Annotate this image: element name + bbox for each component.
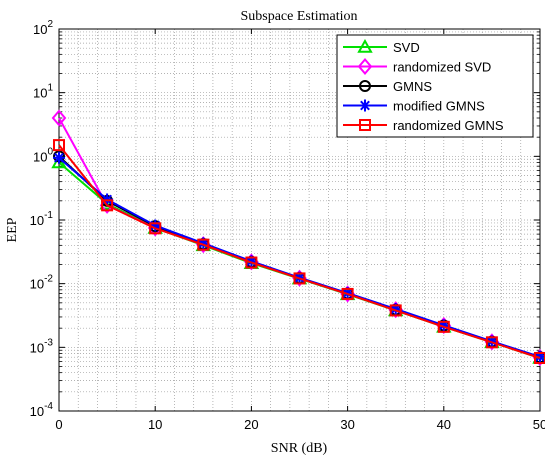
y-tick-base: 10	[30, 213, 44, 228]
legend-entry: GMNS	[343, 79, 432, 94]
y-tick-base: 10	[33, 22, 47, 37]
legend: SVD randomized SVD GMNS modified GMNS random…	[336, 34, 534, 138]
y-tick-exponent: 2	[47, 19, 53, 30]
plot-area: 0 10 20 30 40 5010-410-310-210-1100101102SVDr…	[30, 19, 545, 432]
series-randomized-gmns	[53, 139, 545, 364]
x-tick-label: 40	[437, 417, 451, 432]
legend-marker	[357, 57, 373, 76]
y-tick-exponent: -3	[44, 337, 53, 348]
x-tick-label: 10	[148, 417, 162, 432]
y-tick-label: 101	[33, 83, 53, 101]
y-tick-label: 102	[33, 19, 53, 37]
data-point	[245, 256, 258, 269]
x-tick-label: 0	[55, 417, 62, 432]
y-tick-exponent: 1	[47, 83, 53, 94]
data-point	[149, 222, 162, 235]
y-tick-label: 10-2	[30, 274, 54, 292]
x-axis-label: SNR (dB)	[271, 441, 328, 456]
y-tick-base: 10	[30, 404, 44, 419]
data-point	[197, 238, 210, 251]
legend-marker	[357, 38, 373, 53]
data-point	[51, 109, 67, 127]
legend-entry: modified GMNS	[343, 99, 485, 114]
y-tick-label: 10-1	[30, 210, 54, 228]
y-tick-label: 100	[33, 146, 53, 164]
y-tick-label: 10-3	[30, 337, 54, 355]
legend-marker	[359, 99, 371, 112]
data-point	[53, 139, 65, 152]
x-tick-label: 20	[244, 417, 258, 432]
y-tick-label: 10-4	[30, 401, 54, 419]
data-point	[534, 351, 545, 364]
chart-title: Subspace Estimation	[240, 9, 357, 24]
legend-label: GMNS	[393, 79, 432, 94]
data-point	[101, 199, 114, 212]
y-tick-base: 10	[33, 86, 47, 101]
legend-label: randomized GMNS	[393, 118, 504, 133]
legend-label: SVD	[393, 40, 420, 55]
y-tick-exponent: -4	[44, 401, 53, 412]
legend-entry: SVD	[343, 38, 420, 55]
y-tick-base: 10	[30, 340, 44, 355]
legend-entry: randomized GMNS	[343, 118, 504, 133]
data-point	[485, 336, 498, 349]
y-axis-label: EEP	[5, 217, 20, 242]
x-tick-label: 50	[533, 417, 545, 432]
y-tick-exponent: 0	[47, 146, 53, 157]
legend-marker	[359, 80, 371, 92]
data-point	[389, 304, 402, 317]
data-point	[437, 320, 450, 333]
x-tick-label: 30	[340, 417, 354, 432]
legend-label: modified GMNS	[393, 99, 485, 114]
y-tick-base: 10	[30, 277, 44, 292]
legend-entry: randomized SVD	[343, 57, 491, 76]
y-tick-exponent: -1	[44, 210, 53, 221]
legend-label: randomized SVD	[393, 60, 491, 75]
y-tick-exponent: -2	[44, 274, 53, 285]
data-point	[341, 287, 354, 300]
legend-marker	[359, 119, 371, 131]
data-point	[293, 272, 306, 285]
data-point	[53, 151, 65, 164]
y-tick-base: 10	[33, 149, 47, 164]
series-line	[58, 144, 541, 359]
